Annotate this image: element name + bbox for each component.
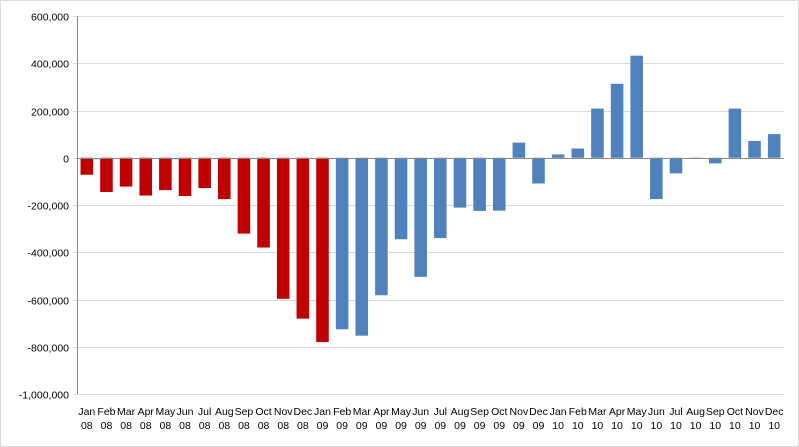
x-tick-label: Mar 08 xyxy=(117,406,136,432)
x-tick-label: Jul 10 xyxy=(669,406,682,432)
bar xyxy=(708,157,722,164)
bars xyxy=(80,55,781,343)
x-tick-label: Aug 08 xyxy=(215,406,234,432)
y-tick-label: 600,000 xyxy=(31,12,69,24)
x-tick-label: Apr 08 xyxy=(138,406,155,432)
x-tick-label: Feb 10 xyxy=(569,406,587,432)
x-tick-label: May 08 xyxy=(155,406,176,432)
y-tick-label: -600,000 xyxy=(28,296,70,308)
x-tick-label: May 09 xyxy=(391,406,412,432)
bar xyxy=(492,157,506,211)
x-tick-label: Feb 09 xyxy=(333,406,351,432)
x-tick-label: Sep 10 xyxy=(706,406,725,432)
x-tick-label: Jan 10 xyxy=(550,406,567,432)
bar xyxy=(748,140,761,158)
bar xyxy=(414,157,427,277)
axes xyxy=(77,16,784,394)
y-tick-label: 400,000 xyxy=(31,59,69,71)
x-tick-label: Jan 09 xyxy=(314,406,331,432)
x-tick-label: Apr 10 xyxy=(609,406,626,432)
bar xyxy=(650,157,663,200)
bar xyxy=(728,108,742,158)
x-tick-label: Apr 09 xyxy=(373,406,390,432)
bar xyxy=(218,157,231,200)
bar xyxy=(159,157,172,191)
x-tick-label: May 10 xyxy=(627,406,648,432)
bar xyxy=(630,55,643,158)
bar xyxy=(237,157,251,234)
x-tick-label: Jun 09 xyxy=(412,406,429,432)
x-tick-label: Jun 10 xyxy=(648,406,665,432)
x-tick-label: Oct 08 xyxy=(255,406,271,432)
bar xyxy=(551,154,565,158)
y-tick-label: -200,000 xyxy=(28,201,70,213)
y-tick-label: -800,000 xyxy=(28,343,70,355)
x-tick-label: Dec 08 xyxy=(294,406,313,432)
x-tick-label: Oct 10 xyxy=(727,406,743,432)
x-tick-label: Dec 09 xyxy=(529,406,548,432)
bar xyxy=(100,157,113,193)
bar xyxy=(198,157,211,188)
bar xyxy=(257,157,270,248)
y-axis-tick-labels: 600,000 400,000 200,000 0 -200,000 -400,000 -6… xyxy=(19,12,69,402)
bar xyxy=(276,157,290,299)
gridlines xyxy=(73,16,784,395)
bar xyxy=(512,142,526,158)
x-tick-label: Jun 08 xyxy=(177,406,194,432)
bar xyxy=(434,157,447,239)
bar xyxy=(394,157,408,240)
bar xyxy=(80,157,94,175)
x-tick-label: Sep 08 xyxy=(235,406,254,432)
x-tick-label: Jul 08 xyxy=(198,406,211,432)
x-tick-label: Aug 09 xyxy=(451,406,470,432)
bar xyxy=(178,157,192,197)
y-tick-label: -1,000,000 xyxy=(19,390,69,402)
bar xyxy=(473,157,486,211)
bar xyxy=(119,157,133,187)
bar xyxy=(532,157,545,184)
x-tick-label: Feb 08 xyxy=(97,406,115,432)
bar xyxy=(375,157,388,296)
bar xyxy=(591,108,604,158)
y-tick-label: 0 xyxy=(63,154,69,166)
bar xyxy=(355,157,369,336)
x-tick-label: Dec 10 xyxy=(765,406,784,432)
bar xyxy=(767,134,781,158)
x-tick-label: Nov 08 xyxy=(274,406,293,432)
bar xyxy=(453,157,467,208)
bar xyxy=(296,157,310,319)
x-tick-label: Nov 10 xyxy=(745,406,764,432)
x-tick-label: Nov 09 xyxy=(510,406,529,432)
x-tick-label: Jan 08 xyxy=(78,406,95,432)
bar xyxy=(139,157,153,196)
bar xyxy=(610,83,624,158)
y-tick-label: -400,000 xyxy=(28,248,70,260)
y-tick-label: 200,000 xyxy=(31,107,69,119)
x-tick-label: Mar 10 xyxy=(588,406,607,432)
bar xyxy=(571,148,585,158)
x-tick-label: Aug 10 xyxy=(686,406,705,432)
x-tick-label: Jul 09 xyxy=(434,406,447,432)
x-tick-label: Sep 09 xyxy=(470,406,489,432)
bar xyxy=(316,157,329,343)
bar xyxy=(335,157,349,330)
bar xyxy=(669,157,683,174)
x-tick-label: Mar 09 xyxy=(353,406,372,432)
x-tick-label: Oct 09 xyxy=(491,406,507,432)
